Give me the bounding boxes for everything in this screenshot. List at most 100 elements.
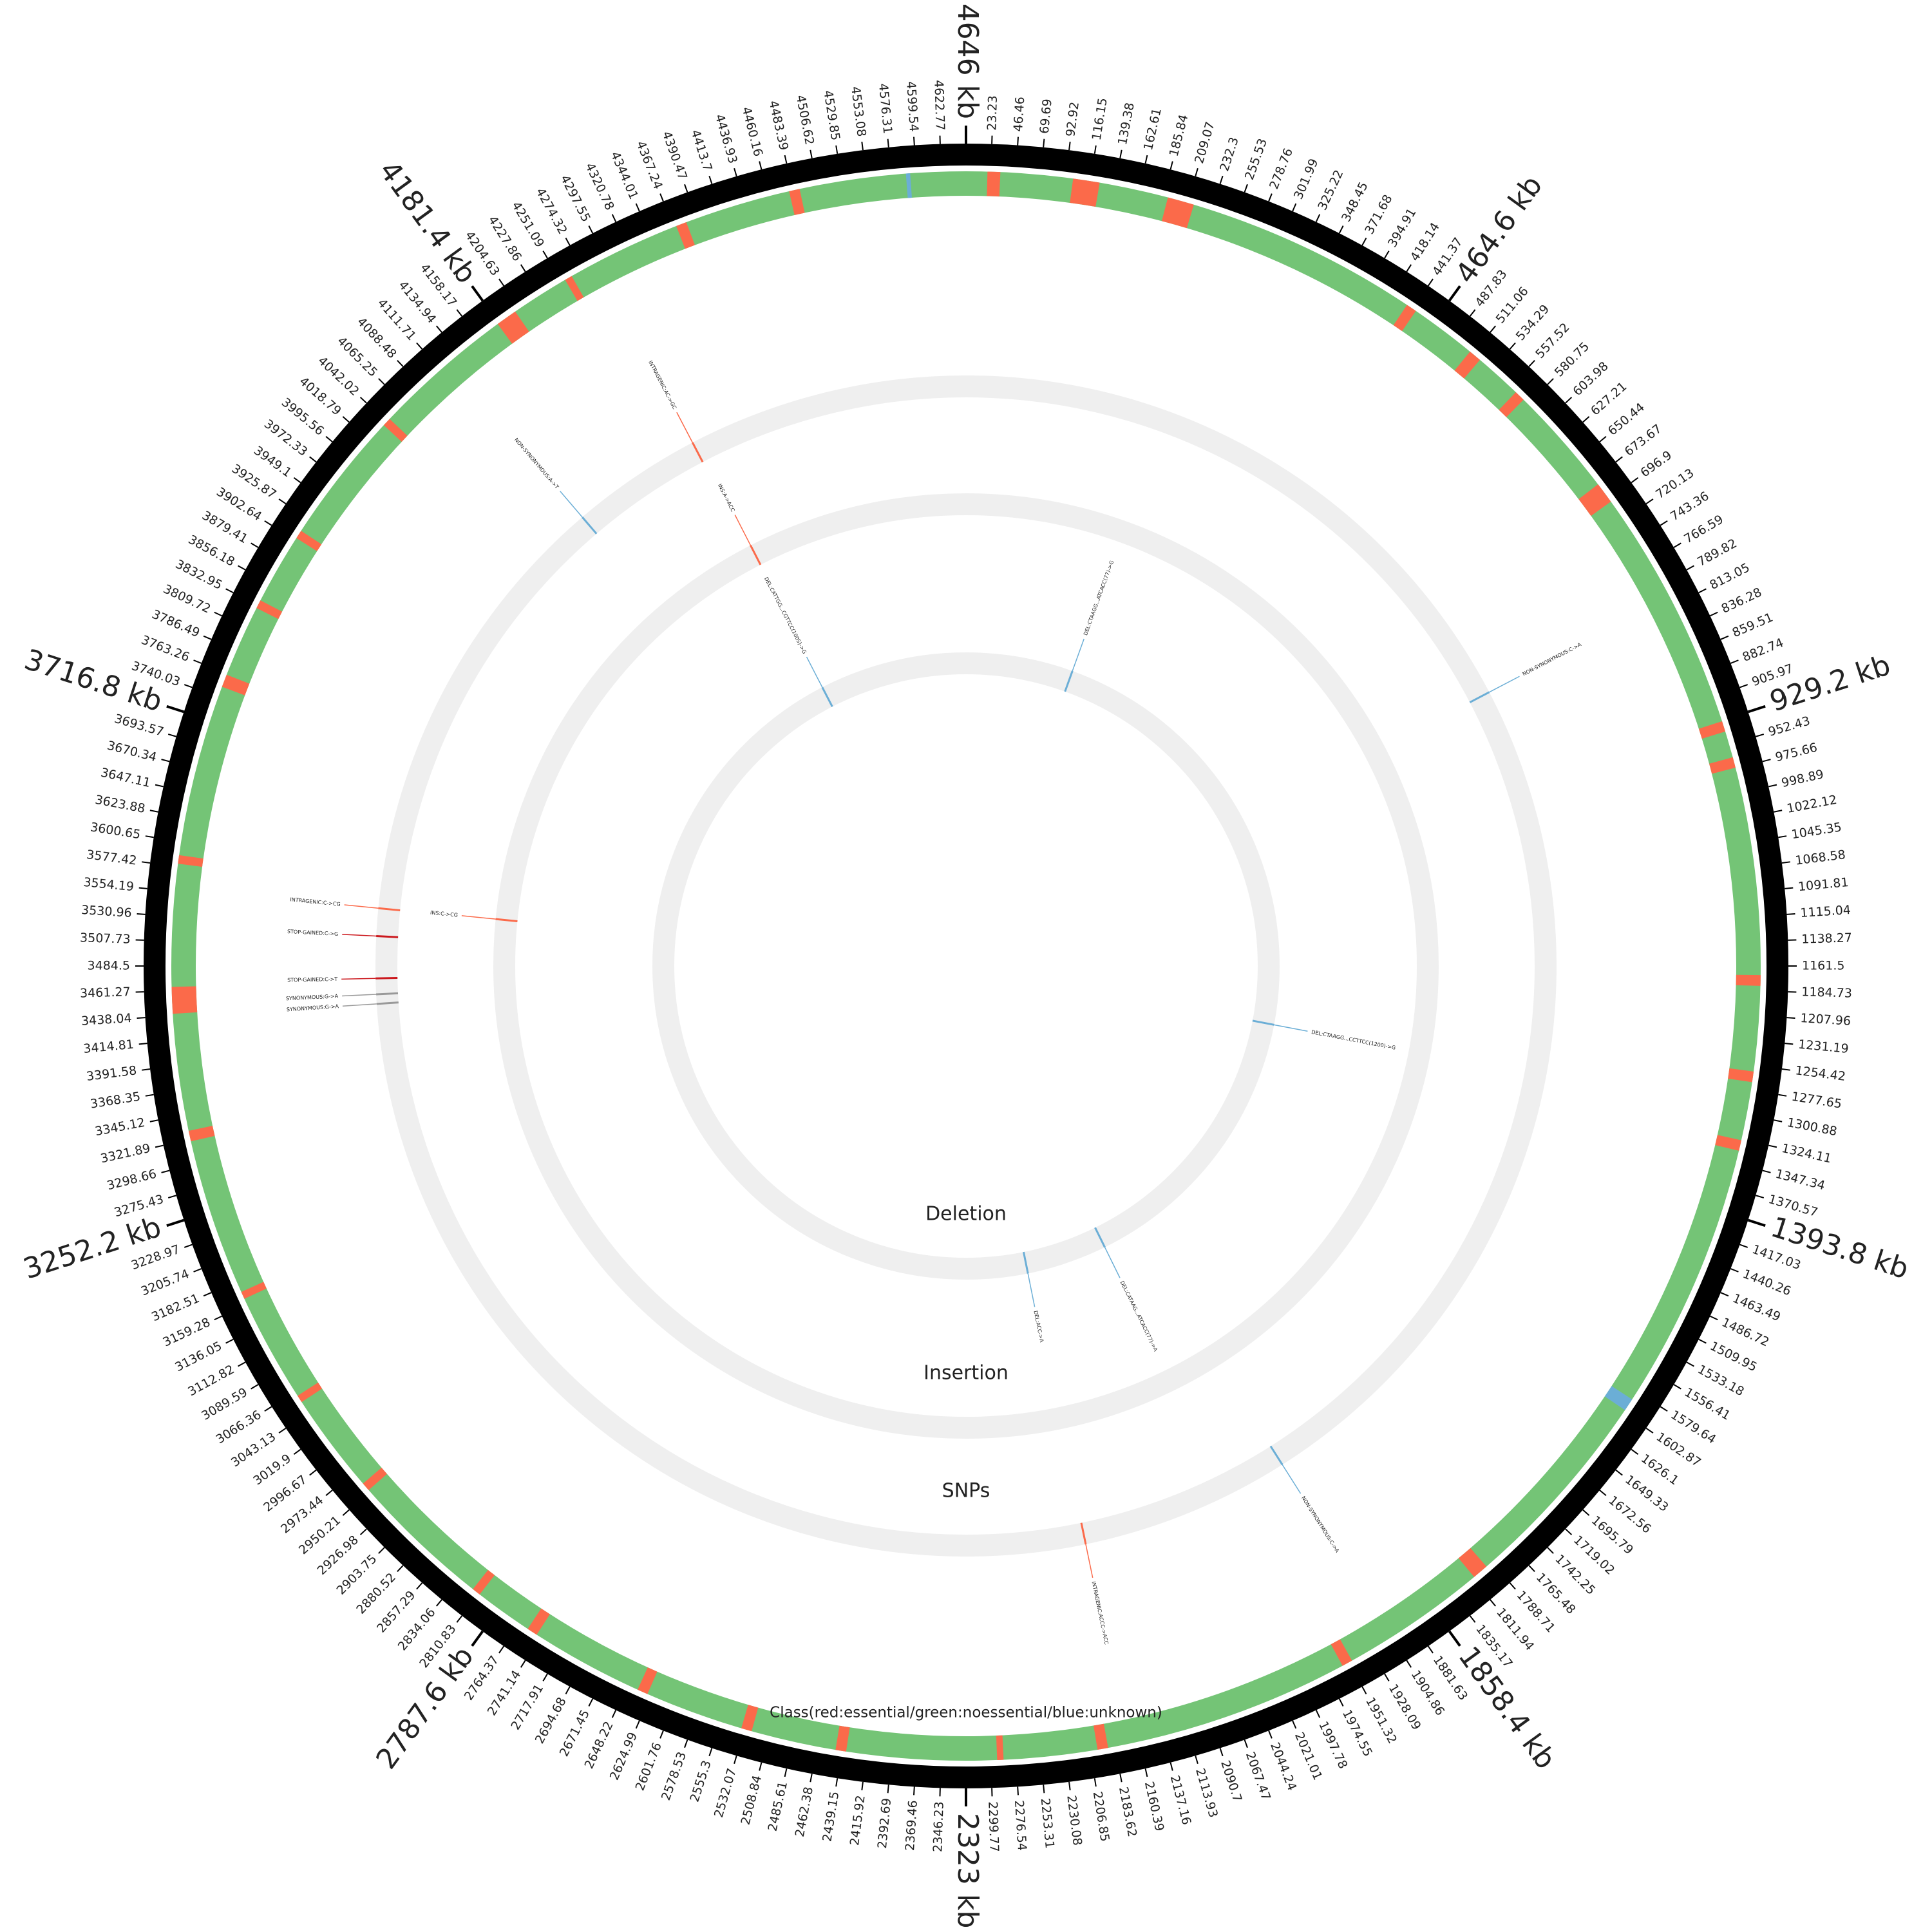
tick-mark [166, 1218, 185, 1227]
tick-mark [155, 1144, 164, 1148]
track-label: Insertion [923, 1362, 1009, 1385]
tick-mark [684, 1739, 688, 1748]
tick-label: 3507.73 [80, 931, 131, 946]
tick-mark [1292, 1720, 1297, 1729]
variant-mark [378, 907, 401, 912]
tick-mark [167, 734, 176, 737]
tick-mark [1768, 784, 1777, 788]
tick-mark [1599, 435, 1607, 442]
tick-mark [810, 1774, 813, 1783]
variant-connector [1274, 1024, 1308, 1032]
track-label: Deletion [925, 1203, 1007, 1226]
tick-mark [784, 1768, 788, 1777]
tick-mark [1509, 342, 1516, 350]
tick-label: 1161.5 [1802, 959, 1844, 973]
essential-segment [497, 311, 529, 344]
tick-mark [456, 1615, 463, 1623]
tick-mark [397, 1565, 404, 1573]
tick-mark [1565, 1528, 1573, 1535]
tick-mark [1219, 175, 1224, 184]
tick-mark [1170, 1762, 1173, 1771]
tick-mark [138, 1043, 147, 1045]
variant-mark [375, 992, 399, 996]
essential-segment [1728, 1068, 1754, 1083]
essential-segment [298, 1382, 323, 1403]
variant-connector [1072, 638, 1084, 672]
tick-mark [1781, 1068, 1790, 1071]
tick-label: 4622.77 [931, 80, 947, 131]
tick-mark [214, 1315, 222, 1321]
tick-mark [1615, 456, 1623, 463]
tick-mark [142, 861, 151, 864]
essential-segment [363, 1467, 387, 1490]
variant-connector [734, 515, 752, 546]
tick-mark [342, 416, 350, 423]
variant-mark [1022, 1251, 1029, 1274]
tick-mark [264, 520, 272, 526]
tick-mark [1730, 1268, 1739, 1273]
tick-mark [784, 155, 788, 164]
tick-mark [1631, 1448, 1639, 1455]
tick-mark [498, 1645, 505, 1654]
tick-label: 3484.5 [88, 959, 130, 973]
variant-mark [376, 935, 399, 938]
variant-label: INS:C->CG [430, 910, 459, 918]
tick-mark [161, 1170, 170, 1173]
variant-connector [1104, 1247, 1121, 1278]
tick-mark [378, 378, 385, 385]
tick-mark [471, 285, 484, 302]
variant-connector [560, 491, 583, 518]
tick-mark [542, 251, 548, 259]
tick-mark [759, 1762, 762, 1771]
tick-mark [708, 175, 713, 184]
variant-connector [341, 978, 376, 980]
tick-mark [378, 1547, 385, 1554]
tick-mark [278, 1427, 287, 1434]
tick-mark [167, 1195, 176, 1198]
tick-mark [565, 1686, 571, 1694]
variant-connector [1027, 1273, 1036, 1307]
essential-segment [835, 1725, 850, 1752]
tick-mark [1384, 1673, 1390, 1681]
tick-mark [1768, 1144, 1777, 1148]
tick-mark [1565, 397, 1573, 404]
tick-mark [1427, 278, 1434, 287]
essential-segment [676, 222, 695, 249]
variant-label: STOP-GAINED:C->T [287, 976, 337, 983]
tick-label: 3438.04 [80, 1011, 132, 1028]
variant-mark [375, 977, 398, 980]
track-ring [493, 493, 1439, 1439]
tick-mark [635, 203, 640, 212]
tick-mark [1406, 1660, 1412, 1668]
tick-mark [416, 342, 423, 350]
tick-mark [1509, 1582, 1516, 1590]
variant-label: STOP-GAINED:C->G [287, 929, 339, 937]
tick-mark [1739, 1244, 1748, 1248]
tick-mark [542, 1673, 548, 1681]
essential-segment [1393, 305, 1416, 332]
tick-mark [887, 1785, 889, 1794]
tick-mark [1490, 325, 1497, 333]
scale-ring [144, 144, 1788, 1788]
tick-mark [309, 1469, 317, 1476]
tick-mark [149, 1119, 158, 1122]
tick-mark [684, 184, 688, 193]
essential-segment [1736, 974, 1761, 986]
tick-mark [142, 1068, 151, 1071]
tick-mark [1582, 416, 1590, 423]
tick-mark [251, 1384, 259, 1390]
unknown-segment [905, 173, 912, 198]
tick-mark [565, 238, 571, 246]
tick-mark [1068, 142, 1071, 151]
tick-mark [342, 1509, 350, 1516]
tick-mark [708, 1748, 713, 1757]
tick-mark [1219, 1748, 1224, 1757]
tick-mark [359, 397, 367, 404]
tick-mark [1406, 264, 1412, 272]
tick-mark [225, 1338, 234, 1344]
variant-mark [1064, 670, 1074, 692]
variant-mark [1080, 1522, 1087, 1545]
tick-mark [1698, 1338, 1707, 1344]
tick-mark [1170, 161, 1173, 170]
essential-segment [1458, 1548, 1487, 1577]
